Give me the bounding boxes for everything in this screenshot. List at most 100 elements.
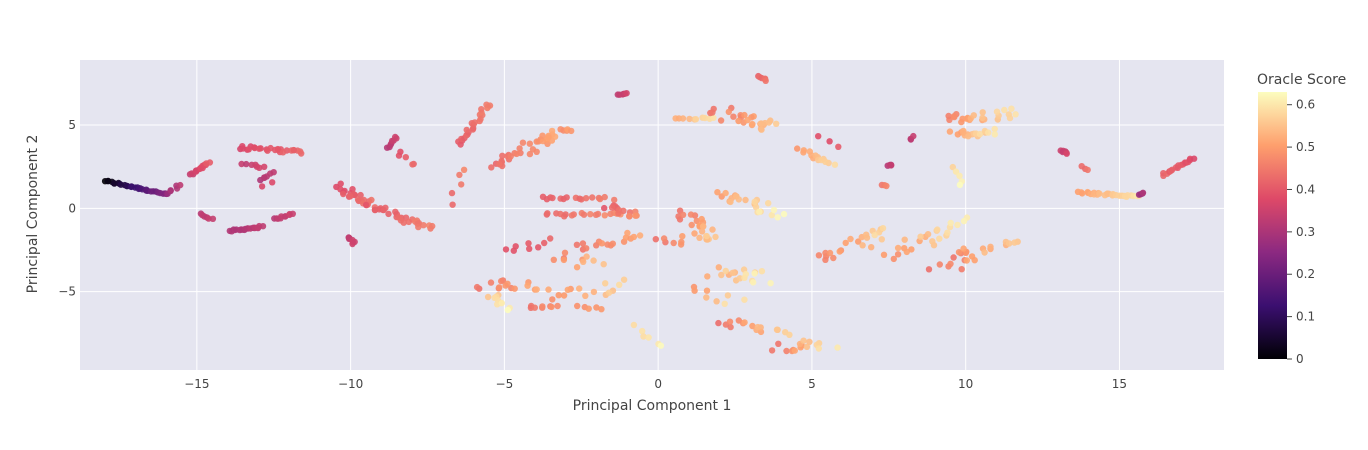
data-point xyxy=(924,231,932,238)
data-point xyxy=(564,286,571,293)
data-point xyxy=(773,326,781,333)
data-point xyxy=(640,333,647,340)
data-point xyxy=(834,344,841,351)
data-point xyxy=(722,267,729,275)
data-point xyxy=(660,235,668,242)
data-point xyxy=(601,193,608,201)
data-point xyxy=(703,287,711,294)
data-point xyxy=(264,147,271,154)
data-point xyxy=(868,244,875,251)
data-point xyxy=(936,261,943,268)
data-point xyxy=(946,128,954,135)
data-point xyxy=(1006,114,1014,122)
data-point xyxy=(815,345,822,352)
data-point xyxy=(715,264,722,271)
data-point xyxy=(888,162,895,169)
y-tick-label: 0 xyxy=(68,201,76,215)
colorbar-tick-label: 0.3 xyxy=(1296,225,1315,239)
data-point xyxy=(741,111,748,119)
data-point xyxy=(460,166,468,173)
data-point xyxy=(1190,155,1198,162)
data-point xyxy=(526,245,533,252)
data-point xyxy=(456,171,463,179)
data-point xyxy=(970,112,977,119)
data-point xyxy=(749,322,756,330)
data-point xyxy=(1011,239,1018,246)
data-point xyxy=(623,90,630,97)
data-point xyxy=(794,145,801,152)
data-point xyxy=(600,261,607,268)
data-point xyxy=(573,241,581,248)
x-tick-label: −5 xyxy=(496,377,514,391)
data-point xyxy=(704,273,711,280)
data-point xyxy=(270,169,277,176)
data-point xyxy=(822,256,829,263)
data-point xyxy=(502,282,509,289)
data-point xyxy=(269,179,276,186)
data-point xyxy=(1079,190,1086,197)
data-point xyxy=(548,303,555,311)
data-point xyxy=(1096,190,1103,197)
data-point xyxy=(894,251,902,258)
data-point xyxy=(910,132,917,140)
data-point xyxy=(710,114,717,122)
data-point xyxy=(717,117,725,124)
data-point xyxy=(803,343,811,350)
data-point xyxy=(587,211,594,218)
data-point xyxy=(987,243,994,250)
data-point xyxy=(167,187,174,194)
data-point xyxy=(981,249,988,256)
data-point xyxy=(484,293,492,301)
data-point xyxy=(976,130,984,138)
data-point xyxy=(960,245,967,252)
data-point xyxy=(594,210,602,218)
x-tick-label: 0 xyxy=(654,377,662,391)
data-point xyxy=(368,196,375,204)
data-point xyxy=(487,279,495,286)
data-point xyxy=(960,217,968,225)
data-point xyxy=(420,222,427,229)
data-point xyxy=(560,256,568,264)
data-point xyxy=(890,255,897,263)
data-point xyxy=(718,271,725,279)
data-point xyxy=(815,133,822,140)
data-point xyxy=(770,206,778,214)
data-point xyxy=(473,283,481,291)
data-point xyxy=(735,117,742,125)
data-point xyxy=(742,196,749,204)
data-point xyxy=(289,210,296,217)
data-point xyxy=(620,207,627,214)
data-point xyxy=(579,240,587,247)
data-point xyxy=(800,149,807,156)
data-point xyxy=(589,194,596,201)
data-point xyxy=(400,219,407,226)
data-point xyxy=(727,198,734,206)
data-point xyxy=(783,347,790,355)
data-point xyxy=(608,204,616,211)
data-point xyxy=(630,233,638,241)
data-point xyxy=(773,120,780,128)
data-point xyxy=(991,131,998,138)
data-point xyxy=(551,133,559,140)
data-point xyxy=(822,158,829,165)
data-point xyxy=(626,212,633,220)
data-point xyxy=(256,164,263,171)
data-point xyxy=(691,287,698,294)
data-point xyxy=(349,240,356,248)
data-point xyxy=(758,268,766,275)
data-point xyxy=(968,253,976,260)
data-point xyxy=(791,347,798,354)
data-point xyxy=(712,233,719,241)
data-point xyxy=(243,160,250,168)
data-point xyxy=(1012,111,1019,118)
data-point xyxy=(758,126,765,133)
colorbar-tick-label: 0.1 xyxy=(1296,310,1315,324)
data-point xyxy=(956,181,964,189)
x-tick-label: −10 xyxy=(338,377,363,391)
data-point xyxy=(590,257,597,264)
data-point xyxy=(561,249,569,256)
data-point xyxy=(934,226,941,233)
data-point xyxy=(780,210,788,218)
y-axis-title: Principal Component 2 xyxy=(25,135,41,294)
data-point xyxy=(499,152,506,159)
